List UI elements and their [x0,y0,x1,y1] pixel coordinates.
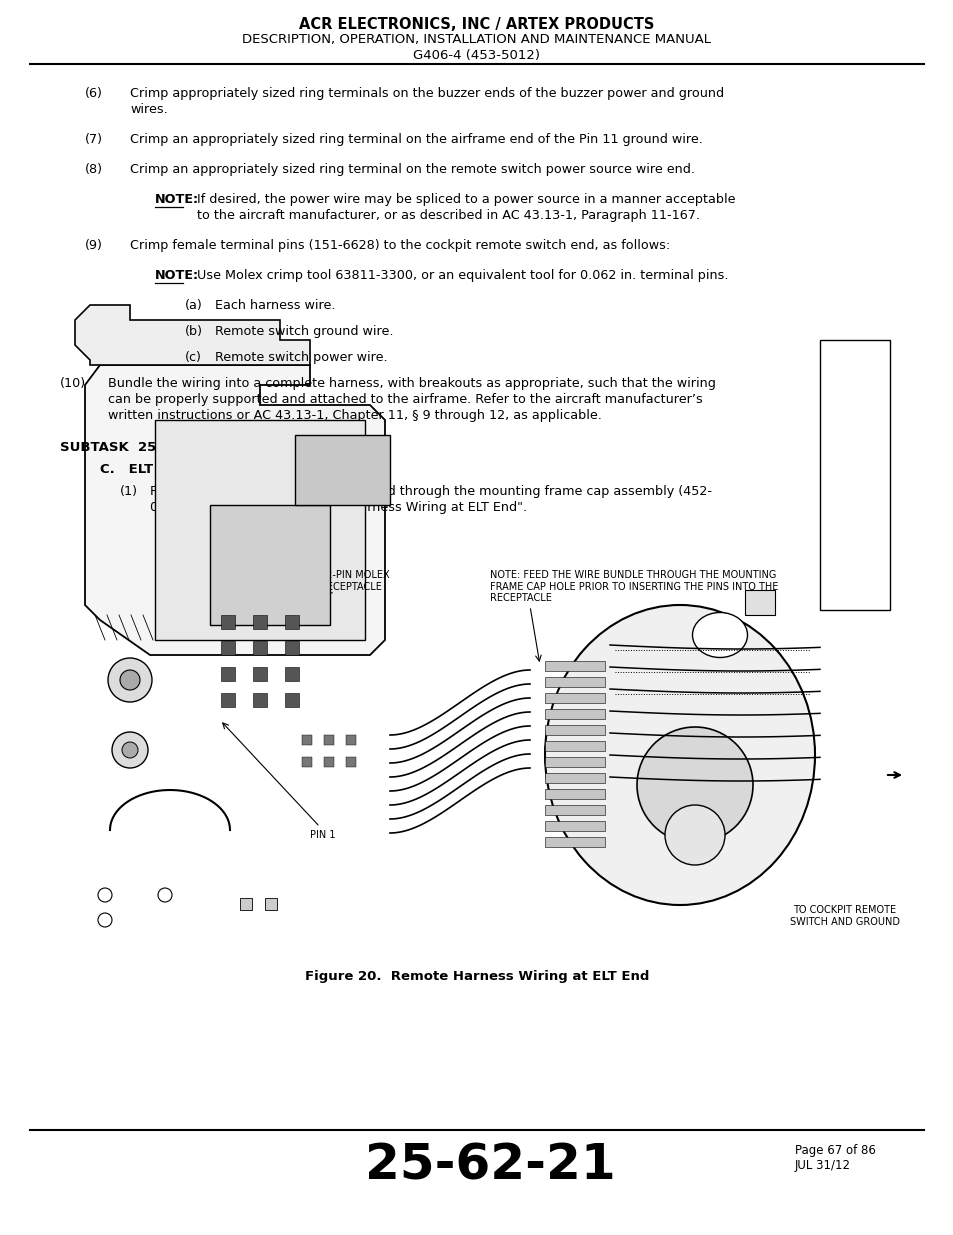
Bar [544,741,604,751]
Bar [544,725,604,735]
Text: written instructions or AC 43.13-1, Chapter 11, § 9 through 12, as applicable.: written instructions or AC 43.13-1, Chap… [108,409,601,422]
Text: (7): (7) [85,133,103,146]
Bar [221,667,234,680]
Bar [221,641,234,655]
Text: Feed the harness wires on the ELT end through the mounting frame cap assembly (4: Feed the harness wires on the ELT end th… [150,485,711,498]
Bar [544,837,604,847]
Bar [253,641,267,655]
Text: Figure 20.  Remote Harness Wiring at ELT End: Figure 20. Remote Harness Wiring at ELT … [305,969,648,983]
Bar [544,821,604,831]
Text: (6): (6) [85,86,103,100]
Polygon shape [154,420,365,640]
Text: Remote switch ground wire.: Remote switch ground wire. [214,325,393,338]
Text: (9): (9) [85,240,103,252]
Text: (10): (10) [60,377,86,390]
Circle shape [98,888,112,902]
Bar [544,693,604,703]
Text: SUBTASK  25-62-21-450-002: SUBTASK 25-62-21-450-002 [60,441,271,454]
Ellipse shape [544,605,814,905]
Polygon shape [294,435,390,505]
Circle shape [108,658,152,701]
Bar [324,735,334,745]
Bar [240,898,252,910]
Bar [544,661,604,671]
Text: PIN 1: PIN 1 [310,830,335,840]
Bar [285,641,298,655]
Text: NOTE:: NOTE: [154,269,199,282]
Text: Crimp an appropriately sized ring terminal on the airframe end of the Pin 11 gro: Crimp an appropriately sized ring termin… [130,133,702,146]
Bar [253,615,267,629]
Bar [346,757,355,767]
Bar [346,735,355,745]
Text: C.   ELT 12-Pin Receptacle Installation: C. ELT 12-Pin Receptacle Installation [100,463,382,475]
Bar [544,789,604,799]
Bar [744,590,774,615]
Bar [302,757,312,767]
Text: (a): (a) [185,299,203,312]
Text: 25-62-21: 25-62-21 [364,1142,615,1191]
Bar [285,693,298,706]
Text: TO COCKPIT REMOTE
SWITCH AND GROUND: TO COCKPIT REMOTE SWITCH AND GROUND [789,905,899,926]
Text: (1): (1) [120,485,138,498]
Bar [253,667,267,680]
Text: 12-PIN MOLEX
RECEPTACLE: 12-PIN MOLEX RECEPTACLE [319,571,389,592]
Text: to the aircraft manufacturer, or as described in AC 43.13-1, Paragraph 11-167.: to the aircraft manufacturer, or as desc… [196,209,700,222]
Text: JUL 31/12: JUL 31/12 [794,1158,850,1172]
Text: (c): (c) [185,351,202,364]
Circle shape [122,742,138,758]
Circle shape [98,913,112,927]
Text: can be properly supported and attached to the airframe. Refer to the aircraft ma: can be properly supported and attached t… [108,393,702,406]
Bar [302,735,312,745]
Text: Crimp appropriately sized ring terminals on the buzzer ends of the buzzer power : Crimp appropriately sized ring terminals… [130,86,723,100]
Bar [285,667,298,680]
Text: NOTE:: NOTE: [154,193,199,206]
Circle shape [664,805,724,864]
Ellipse shape [692,613,747,657]
Polygon shape [75,305,310,366]
Circle shape [158,888,172,902]
Text: Each harness wire.: Each harness wire. [214,299,335,312]
Text: Bundle the wiring into a complete harness, with breakouts as appropriate, such t: Bundle the wiring into a complete harnes… [108,377,715,390]
Text: DESCRIPTION, OPERATION, INSTALLATION AND MAINTENANCE MANUAL: DESCRIPTION, OPERATION, INSTALLATION AND… [242,33,711,46]
Polygon shape [85,366,385,655]
Bar [221,693,234,706]
Text: If desired, the power wire may be spliced to a power source in a manner acceptab: If desired, the power wire may be splice… [196,193,735,206]
Text: (b): (b) [185,325,203,338]
Bar [544,709,604,719]
Text: 0228). See "Figure 20. Remote Harness Wiring at ELT End".: 0228). See "Figure 20. Remote Harness Wi… [150,501,527,514]
Bar [544,757,604,767]
Text: Remote switch power wire.: Remote switch power wire. [214,351,387,364]
Bar [253,693,267,706]
Bar [265,898,276,910]
Text: Crimp female terminal pins (151-6628) to the cockpit remote switch end, as follo: Crimp female terminal pins (151-6628) to… [130,240,670,252]
Text: Crimp an appropriately sized ring terminal on the remote switch power source wir: Crimp an appropriately sized ring termin… [130,163,695,177]
Bar [544,773,604,783]
Circle shape [637,727,752,844]
Circle shape [112,732,148,768]
Text: Page 67 of 86: Page 67 of 86 [794,1144,875,1157]
Polygon shape [210,505,330,625]
Text: ACR ELECTRONICS, INC / ARTEX PRODUCTS: ACR ELECTRONICS, INC / ARTEX PRODUCTS [299,17,654,32]
Bar [285,615,298,629]
Bar [221,615,234,629]
Text: wires.: wires. [130,103,168,116]
Bar [544,677,604,687]
Bar [544,805,604,815]
Text: G406-4 (453-5012): G406-4 (453-5012) [413,49,540,62]
Circle shape [120,671,140,690]
Bar [324,757,334,767]
Text: (8): (8) [85,163,103,177]
Text: NOTE: FEED THE WIRE BUNDLE THROUGH THE MOUNTING
FRAME CAP HOLE PRIOR TO INSERTIN: NOTE: FEED THE WIRE BUNDLE THROUGH THE M… [490,571,778,603]
Text: Use Molex crimp tool 63811-3300, or an equivalent tool for 0.062 in. terminal pi: Use Molex crimp tool 63811-3300, or an e… [196,269,728,282]
